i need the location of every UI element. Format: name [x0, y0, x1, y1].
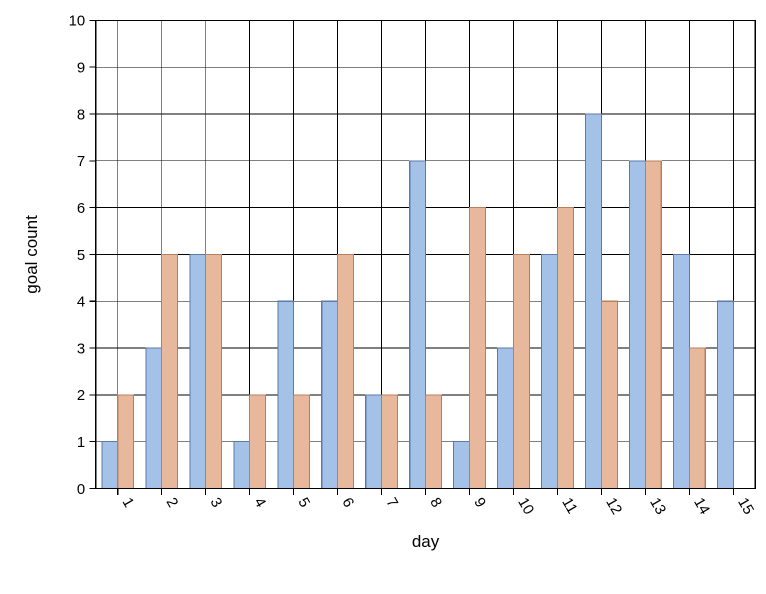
bar-targets-6 [338, 254, 354, 488]
bar-targets-13 [645, 161, 661, 489]
bar-chart: 012345678910123456789101112131415goal co… [0, 0, 766, 594]
bar-values-12 [586, 114, 602, 488]
ytick-label: 2 [77, 388, 85, 404]
bar-targets-4 [250, 395, 266, 489]
x-axis-label: day [412, 532, 440, 551]
bar-targets-1 [118, 395, 134, 489]
bar-targets-8 [426, 395, 442, 489]
ytick-label: 0 [77, 482, 85, 498]
bar-targets-12 [601, 301, 617, 488]
bar-values-15 [718, 301, 734, 488]
ytick-label: 9 [77, 61, 85, 77]
ytick-label: 5 [77, 248, 85, 264]
bar-values-1 [102, 442, 118, 489]
ytick-label: 6 [77, 201, 85, 217]
bar-targets-11 [557, 208, 573, 489]
bar-values-6 [322, 301, 338, 488]
bar-targets-3 [206, 254, 222, 488]
ytick-label: 7 [77, 154, 85, 170]
bar-values-8 [410, 161, 426, 489]
bar-values-9 [454, 442, 470, 489]
bar-targets-9 [470, 208, 486, 489]
bar-targets-5 [294, 395, 310, 489]
bar-values-13 [630, 161, 646, 489]
bar-targets-7 [382, 395, 398, 489]
ytick-label: 1 [77, 435, 85, 451]
bar-values-2 [146, 348, 162, 488]
y-axis-label: goal count [22, 215, 41, 294]
ytick-label: 8 [77, 107, 85, 123]
bar-targets-2 [162, 254, 178, 488]
ytick-label: 4 [77, 295, 85, 311]
ytick-label: 3 [77, 341, 85, 357]
bar-values-3 [190, 254, 206, 488]
bar-targets-14 [689, 348, 705, 488]
bar-values-11 [542, 254, 558, 488]
bar-values-10 [498, 348, 514, 488]
chart-container: 012345678910123456789101112131415goal co… [0, 0, 766, 594]
bar-values-14 [674, 254, 690, 488]
bar-values-5 [278, 301, 294, 488]
ytick-label: 10 [69, 14, 86, 30]
bar-values-4 [234, 442, 250, 489]
bar-targets-10 [514, 254, 530, 488]
bar-values-7 [366, 395, 382, 489]
